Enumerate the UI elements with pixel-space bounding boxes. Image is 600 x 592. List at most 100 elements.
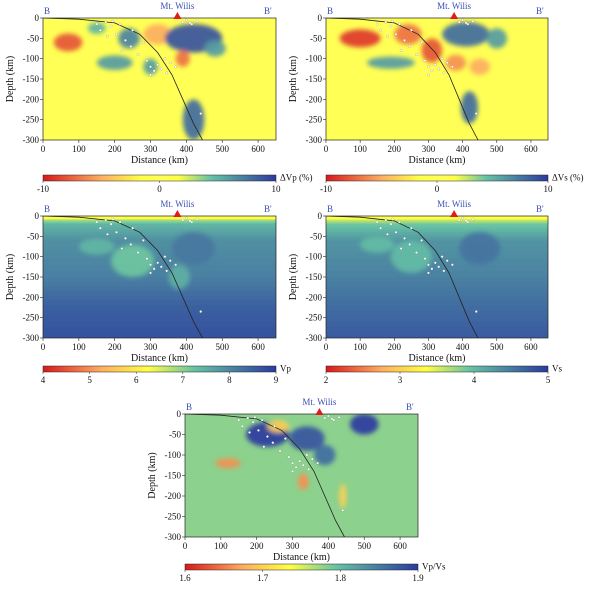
volcano-marker-icon [173, 210, 182, 217]
hypocenter-point [163, 255, 167, 258]
hypocenter-point [152, 69, 156, 73]
hypocenter-point [461, 216, 464, 220]
anomaly-layer [78, 232, 216, 290]
depth-layer [43, 220, 276, 223]
x-tick-label: 400 [180, 342, 194, 352]
velocity-anomaly [421, 38, 443, 63]
velocity-anomaly [394, 24, 422, 45]
depth-layer [43, 286, 276, 292]
hypocenter-point [159, 67, 163, 71]
x-tick-label: 500 [215, 342, 229, 352]
panel-dvs: 0 100 200 300 400 500 6000-50-100-150-200-250-… [288, 1, 584, 194]
y-tick-label: 0 [318, 211, 323, 221]
x-tick-label: 500 [357, 541, 371, 551]
hypocenter-point [445, 259, 449, 263]
hypocenter-point [190, 220, 194, 224]
hypocenter-point [323, 416, 327, 420]
colorbar-ramp [325, 174, 549, 182]
velocity-anomaly [486, 28, 508, 49]
hypocenter-point [165, 71, 168, 75]
hypocenter-point [149, 271, 152, 275]
x-tick-label: 200 [388, 342, 402, 352]
depth-layer [43, 224, 276, 228]
hypocenter-point [136, 251, 140, 254]
y-tick-label: -200 [306, 292, 323, 302]
y-tick-label: -300 [306, 135, 323, 145]
hypocenter-point [253, 415, 257, 419]
x-tick-label: 200 [108, 144, 122, 154]
profile-start-label: B [186, 402, 192, 412]
hypocenter-point [145, 59, 149, 63]
x-tick-label: 0 [324, 144, 329, 154]
surface-band [43, 216, 276, 220]
hypocenter-point [120, 49, 124, 52]
hypocenter-point [185, 18, 188, 22]
colorbar-vpvs: 1.6 1.7 1.8 1.9Vp/Vs [179, 562, 446, 584]
hypocenter-point [445, 61, 449, 65]
hypocenter-point [379, 28, 382, 32]
depth-layer [326, 224, 548, 228]
hypocenter-point [104, 20, 108, 24]
hypocenter-point [408, 243, 411, 246]
hypocenter-point [437, 67, 441, 71]
depth-layer [43, 321, 276, 328]
depth-layer [43, 300, 276, 307]
x-tick-label: 600 [524, 144, 538, 154]
hypocenter-point [305, 453, 309, 457]
x-tick-label: 400 [322, 541, 336, 551]
y-tick-label: -200 [23, 292, 40, 302]
colorbar-tick-label: 1.8 [335, 573, 347, 583]
depth-layer [326, 270, 548, 278]
hypocenter-point [433, 261, 437, 265]
velocity-field [43, 216, 276, 338]
velocity-anomaly [349, 414, 379, 435]
velocity-anomaly [442, 22, 490, 47]
hypocenter-point [284, 437, 287, 440]
hypocenter-point [307, 468, 310, 471]
x-tick-label: 200 [388, 144, 402, 154]
hypocenter-point [241, 424, 244, 428]
profile-end-label: B' [264, 204, 272, 214]
x-tick-label: 600 [251, 144, 265, 154]
hypocenter-point [185, 216, 188, 220]
profile-end-label: B' [536, 204, 544, 214]
colorbar-label: Vp/Vs [422, 562, 446, 572]
x-tick-label: 500 [215, 144, 229, 154]
hypocenter-point [391, 217, 394, 221]
velocity-anomaly [460, 91, 478, 124]
hypocenter-point [106, 233, 109, 236]
velocity-anomaly [267, 420, 289, 433]
y-tick-label: -300 [23, 333, 40, 343]
depth-layer [43, 281, 276, 288]
hypocenter-point [149, 263, 152, 267]
x-tick-label: 100 [214, 541, 228, 551]
hypocenter-point [301, 463, 305, 467]
colorbar-tick-label: 1.6 [179, 573, 191, 583]
hypocenter-point [181, 20, 185, 24]
hypocenter-point [420, 41, 423, 44]
x-tick-label: 300 [286, 541, 300, 551]
hypocenter-point [181, 218, 185, 222]
hypocenter-point [389, 222, 393, 226]
x-tick-label: 600 [393, 541, 407, 551]
panel-vpvs: 0 100 200 300 400 500 600 0 -50 -100 -150 -200 -250 -… [147, 397, 446, 583]
anomaly-layer [53, 22, 226, 140]
volcano-label: Mt. Wilis [437, 1, 471, 11]
colorbar-tick-label: 8 [227, 375, 232, 385]
hypocenter-point [471, 217, 475, 221]
x-tick-label: 100 [72, 342, 86, 352]
depth-layer [43, 277, 276, 283]
y-tick-label: -100 [306, 54, 323, 64]
hypocenter-point [294, 465, 298, 469]
velocity-anomaly [366, 56, 415, 69]
hypocenter-point [457, 20, 461, 24]
colorbar-tick-label: 4 [41, 375, 46, 385]
hypocenter-point [451, 263, 454, 267]
profile-end-label: B' [264, 6, 272, 16]
hypocenter-point [433, 63, 437, 67]
y-tick-label: -50 [169, 430, 181, 440]
hypocenter-point [199, 310, 203, 313]
depth-layer [326, 305, 548, 312]
depth-layer [185, 516, 418, 537]
hypocenter-point [109, 222, 113, 226]
